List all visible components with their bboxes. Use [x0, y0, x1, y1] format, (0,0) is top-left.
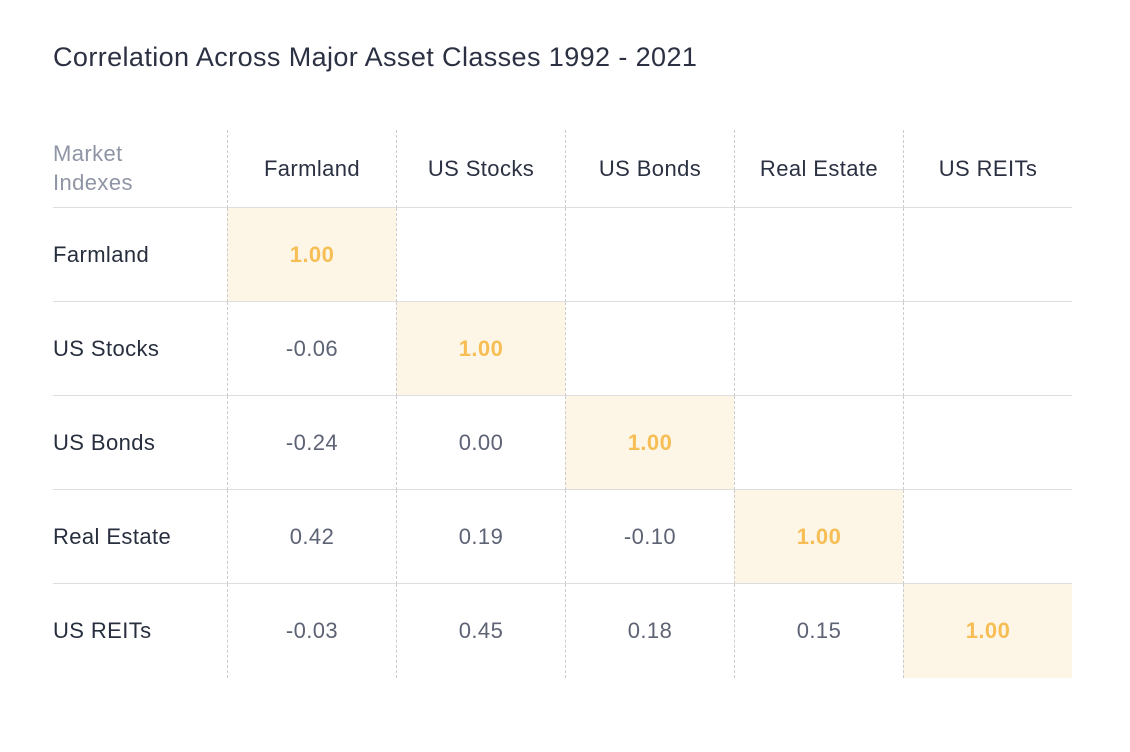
cell-us-bonds-farmland: -0.24: [227, 396, 396, 490]
row-label-us-bonds: US Bonds: [53, 396, 227, 490]
cell-real-estate-us-reits: [903, 490, 1072, 584]
cell-us-bonds-us-stocks: 0.00: [396, 396, 565, 490]
corner-label: Market Indexes: [53, 130, 227, 208]
column-header-us-stocks: US Stocks: [396, 130, 565, 208]
cell-us-reits-farmland: -0.03: [227, 584, 396, 678]
cell-us-stocks-farmland: -0.06: [227, 302, 396, 396]
cell-us-bonds-us-bonds-highlighted: 1.00: [565, 396, 734, 490]
cell-farmland-farmland-highlighted: 1.00: [227, 208, 396, 302]
cell-us-stocks-us-bonds: [565, 302, 734, 396]
cell-farmland-us-reits: [903, 208, 1072, 302]
cell-us-reits-us-bonds: 0.18: [565, 584, 734, 678]
column-header-us-bonds: US Bonds: [565, 130, 734, 208]
cell-real-estate-us-bonds: -0.10: [565, 490, 734, 584]
corner-label-text: Market Indexes: [53, 140, 133, 195]
column-header-us-reits: US REITs: [903, 130, 1072, 208]
column-header-farmland: Farmland: [227, 130, 396, 208]
cell-us-stocks-us-stocks-highlighted: 1.00: [396, 302, 565, 396]
correlation-matrix-table: Market Indexes Farmland US Stocks US Bon…: [53, 130, 1072, 678]
cell-us-bonds-us-reits: [903, 396, 1072, 490]
page-title: Correlation Across Major Asset Classes 1…: [53, 42, 698, 72]
cell-us-stocks-us-reits: [903, 302, 1072, 396]
cell-farmland-us-stocks: [396, 208, 565, 302]
cell-farmland-real-estate: [734, 208, 903, 302]
cell-us-stocks-real-estate: [734, 302, 903, 396]
cell-real-estate-us-stocks: 0.19: [396, 490, 565, 584]
row-label-farmland: Farmland: [53, 208, 227, 302]
row-label-real-estate: Real Estate: [53, 490, 227, 584]
cell-us-reits-real-estate: 0.15: [734, 584, 903, 678]
cell-us-bonds-real-estate: [734, 396, 903, 490]
column-header-real-estate: Real Estate: [734, 130, 903, 208]
cell-us-reits-us-stocks: 0.45: [396, 584, 565, 678]
cell-farmland-us-bonds: [565, 208, 734, 302]
row-label-us-stocks: US Stocks: [53, 302, 227, 396]
cell-real-estate-real-estate-highlighted: 1.00: [734, 490, 903, 584]
cell-real-estate-farmland: 0.42: [227, 490, 396, 584]
cell-us-reits-us-reits-highlighted: 1.00: [903, 584, 1072, 678]
row-label-us-reits: US REITs: [53, 618, 152, 643]
